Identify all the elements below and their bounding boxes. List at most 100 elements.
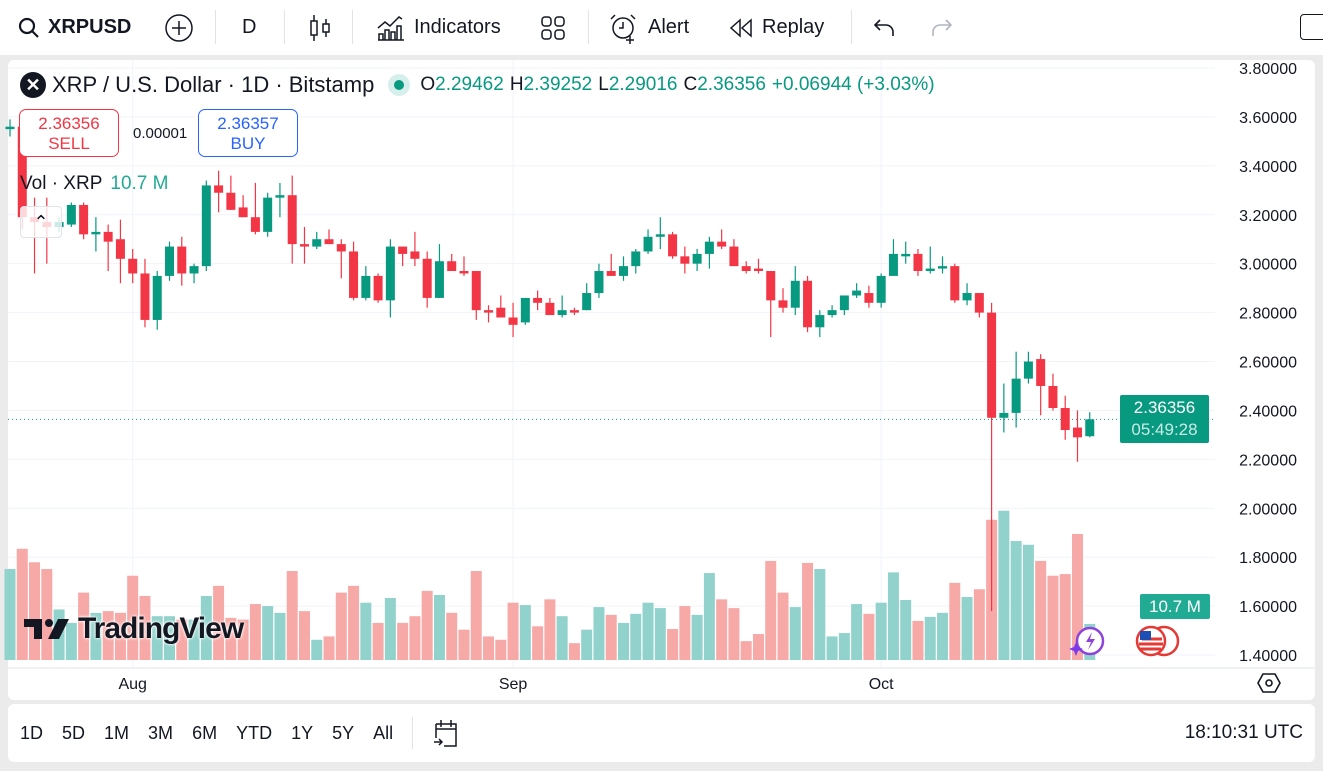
candle	[643, 229, 653, 254]
candle-body	[938, 266, 948, 269]
compare-button[interactable]	[164, 0, 194, 55]
close-value: C2.36356	[683, 74, 766, 95]
settings-icon[interactable]	[1257, 672, 1281, 699]
candle-body	[115, 239, 125, 259]
candle-body	[422, 258, 432, 298]
candle	[398, 246, 408, 267]
candle-body	[729, 246, 739, 267]
candle	[655, 217, 665, 250]
candle	[238, 195, 248, 218]
plus-circle-icon	[164, 13, 194, 43]
grid-icon	[540, 15, 566, 41]
go-to-date-calendar-icon[interactable]	[432, 718, 460, 748]
top-toolbar: XRPUSD D Indicators Alert Replay	[0, 0, 1323, 55]
volume-bar	[519, 605, 531, 660]
volume-bar	[605, 614, 617, 660]
range-1m[interactable]: 1M	[104, 722, 130, 743]
templates-button[interactable]	[540, 0, 566, 55]
us-flag-icon[interactable]	[1134, 624, 1182, 663]
volume-bar	[1071, 533, 1083, 660]
volume-bar	[863, 613, 875, 660]
indicators-button[interactable]: Indicators	[376, 0, 501, 55]
range-ytd[interactable]: YTD	[236, 722, 273, 743]
volume-bar	[262, 606, 274, 660]
tradingview-watermark[interactable]: TradingView	[22, 612, 244, 646]
candle-body	[533, 297, 543, 303]
price-tick-label: 3.00000	[1239, 257, 1297, 274]
volume-title[interactable]: Vol · XRP	[20, 173, 103, 194]
ai-lightning-icon[interactable]	[1068, 622, 1108, 667]
alert-button[interactable]: Alert	[608, 0, 689, 55]
time-tick-label: Aug	[118, 676, 146, 693]
divider	[412, 717, 414, 749]
layout-button[interactable]	[1300, 14, 1323, 40]
range-1d[interactable]: 1D	[20, 722, 44, 743]
candle-body	[410, 251, 420, 259]
volume-bar	[667, 628, 679, 660]
volume-bar	[642, 602, 654, 660]
range-5d[interactable]: 5D	[62, 722, 86, 743]
candle-body	[299, 244, 309, 247]
price-tick-label: 3.60000	[1239, 110, 1297, 127]
candle	[385, 239, 395, 318]
redo-button[interactable]	[928, 0, 954, 55]
volume-bar	[384, 597, 396, 660]
candle-body	[594, 271, 604, 294]
candle	[950, 263, 960, 303]
candle	[962, 283, 972, 306]
volume-bar	[176, 619, 188, 660]
volume-bar	[630, 613, 642, 660]
date-range-buttons: 1D 5D 1M 3M 6M YTD 1Y 5Y All	[20, 704, 460, 762]
low-value: L2.29016	[598, 74, 678, 95]
candle	[753, 258, 763, 274]
market-status-icon[interactable]	[388, 74, 411, 96]
symbol-title[interactable]: XRP / U.S. Dollar · 1D · Bitstamp	[52, 72, 375, 97]
volume-bar	[593, 607, 605, 660]
price-tick-label: 2.00000	[1239, 501, 1297, 518]
range-6m[interactable]: 6M	[192, 722, 218, 743]
sell-button[interactable]: 2.36356 SELL	[19, 109, 119, 157]
candle-body	[361, 275, 371, 298]
candle-body	[741, 266, 751, 272]
interval-button[interactable]: D	[242, 0, 256, 55]
redo-icon	[928, 17, 954, 39]
candle-body	[901, 253, 911, 257]
replay-button[interactable]: Replay	[728, 0, 824, 55]
volume-bar	[458, 629, 470, 660]
candle-body	[913, 253, 923, 272]
range-1y[interactable]: 1Y	[291, 722, 314, 743]
candle-body	[569, 310, 579, 313]
symbol-search-button[interactable]: XRPUSD	[18, 0, 131, 55]
candle-body	[385, 246, 395, 301]
candle-body	[987, 312, 997, 418]
divider	[284, 10, 285, 44]
candle	[888, 239, 898, 276]
volume-bar	[16, 548, 28, 660]
candle-body	[496, 307, 506, 318]
divider	[352, 10, 353, 44]
buy-button[interactable]: 2.36357 BUY	[198, 109, 298, 157]
chart-type-button[interactable]	[308, 0, 332, 55]
candle	[729, 239, 739, 267]
candle	[974, 293, 984, 318]
collapse-legend-button[interactable]: ⌃	[20, 206, 62, 238]
volume-bar	[335, 592, 347, 660]
clock-timezone[interactable]: 18:10:31 UTC	[1184, 722, 1303, 743]
candle-body	[263, 197, 273, 232]
range-5y[interactable]: 5Y	[332, 722, 355, 743]
candle	[717, 229, 727, 250]
candle	[1085, 412, 1095, 438]
undo-button[interactable]	[872, 0, 898, 55]
candle	[1036, 354, 1046, 416]
candle-body	[140, 273, 150, 320]
volume-bar	[102, 611, 114, 660]
range-all[interactable]: All	[373, 722, 394, 743]
candle	[1023, 351, 1033, 384]
range-3m[interactable]: 3M	[148, 722, 174, 743]
price-tick-label: 3.80000	[1239, 61, 1297, 78]
volume-bar	[188, 619, 200, 660]
candles-icon	[308, 13, 332, 43]
volume-bar	[397, 622, 409, 660]
volume-bar	[1059, 574, 1071, 660]
